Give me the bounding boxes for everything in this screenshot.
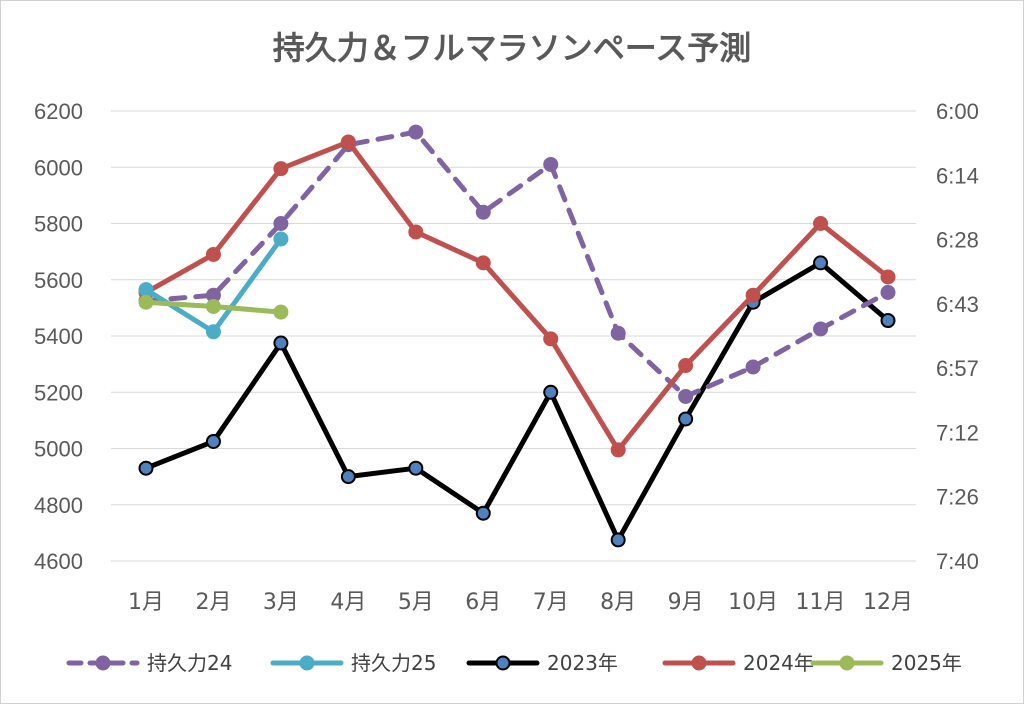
legend-item: 2024年 (662, 651, 814, 675)
data-point (475, 204, 491, 220)
series-5 (138, 294, 289, 320)
data-point (610, 325, 626, 341)
data-point (813, 216, 829, 231)
data-point (813, 255, 829, 271)
series-line (143, 129, 891, 399)
x-tick-label: 2月 (195, 590, 231, 615)
data-point (678, 411, 694, 427)
legend-label: 2024年 (743, 651, 814, 675)
legend-label: 持久力25 (351, 651, 436, 675)
data-point (880, 269, 896, 285)
data-point (475, 505, 491, 521)
data-point (205, 433, 221, 449)
legend-item: 2023年 (466, 651, 618, 675)
data-point (340, 134, 356, 150)
x-tick-label: 1月 (128, 590, 164, 615)
data-point (340, 469, 356, 485)
data-point (543, 156, 559, 172)
legend-item: 2025年 (810, 651, 962, 675)
legend-swatch-marker (95, 655, 111, 671)
y2-tick-label: 6:14 (936, 163, 979, 188)
data-point (138, 282, 154, 298)
y2-tick-label: 7:12 (936, 420, 979, 445)
data-point (138, 294, 154, 310)
data-point (273, 216, 289, 231)
legend-label: 持久力24 (147, 651, 232, 675)
data-point (880, 284, 896, 300)
data-point (475, 255, 491, 271)
data-point (205, 298, 221, 314)
y-tick-label: 5200 (34, 380, 83, 405)
data-point (813, 321, 829, 337)
x-axis: 1月 2月 3月 4月 5月 6月 7月 8月 9月 10月 11月 12月 (128, 590, 913, 615)
x-tick-label: 3月 (263, 590, 299, 615)
y-tick-label: 4600 (34, 549, 83, 574)
data-point (745, 359, 761, 375)
x-tick-label: 11月 (796, 590, 846, 615)
series-line (143, 260, 891, 543)
y-tick-label: 5600 (34, 268, 83, 293)
series-4 (138, 134, 896, 458)
legend-item: 持久力24 (66, 651, 232, 675)
data-point (408, 124, 424, 140)
data-point (273, 231, 289, 247)
y2-tick-label: 6:57 (936, 356, 979, 381)
y-axis-left: 6200 6000 5800 5600 5400 5200 5000 4800 4600 (34, 99, 83, 574)
data-point (678, 358, 694, 374)
x-tick-label: 6月 (465, 590, 501, 615)
legend: 持久力24 持久力25 2023年 2024年 2025年 (66, 651, 962, 675)
legend-swatch-marker (299, 655, 315, 671)
x-tick-label: 7月 (533, 590, 569, 615)
legend-item: 持久力25 (270, 651, 436, 675)
x-tick-label: 10月 (728, 590, 778, 615)
y-tick-label: 6200 (34, 99, 83, 124)
y2-tick-label: 6:43 (936, 292, 979, 317)
data-point (138, 460, 154, 476)
data-point (408, 460, 424, 476)
data-point (678, 388, 694, 404)
legend-label: 2023年 (547, 651, 618, 675)
y-axis-right: 6:00 6:14 6:28 6:43 6:57 7:12 7:26 7:40 (936, 99, 979, 574)
y2-tick-label: 7:40 (936, 549, 979, 574)
y2-tick-label: 6:28 (936, 228, 979, 253)
legend-swatch-marker (691, 655, 707, 671)
data-point (205, 324, 221, 340)
data-point (543, 331, 559, 347)
chart-title: 持久力＆フルマラソンペース予測 (273, 29, 751, 67)
y2-tick-label: 7:26 (936, 485, 979, 510)
data-point (273, 161, 289, 177)
y-tick-label: 5800 (34, 212, 83, 237)
data-point (273, 304, 289, 320)
gridlines (111, 110, 916, 562)
x-tick-label: 8月 (600, 590, 636, 615)
data-point (610, 442, 626, 458)
y-tick-label: 5400 (34, 324, 83, 349)
legend-label: 2025年 (891, 651, 962, 675)
x-tick-label: 12月 (863, 590, 913, 615)
data-point (880, 313, 896, 329)
y-tick-label: 5000 (34, 437, 83, 462)
y-tick-label: 6000 (34, 155, 83, 180)
series-layer (138, 124, 896, 548)
legend-swatch-marker (839, 655, 855, 671)
data-point (205, 246, 221, 262)
y2-tick-label: 6:00 (936, 99, 979, 124)
series-line (143, 139, 891, 453)
data-point (273, 335, 289, 351)
data-point (745, 287, 761, 303)
data-point (610, 532, 626, 548)
data-point (543, 384, 559, 400)
x-tick-label: 4月 (330, 590, 366, 615)
x-tick-label: 9月 (668, 590, 704, 615)
series-1 (138, 124, 896, 404)
legend-swatch-marker (495, 655, 511, 671)
y-tick-label: 4800 (34, 493, 83, 518)
data-point (408, 224, 424, 240)
x-tick-label: 5月 (398, 590, 434, 615)
